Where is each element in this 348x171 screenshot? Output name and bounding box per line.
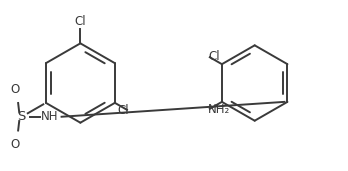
Text: O: O	[10, 138, 20, 151]
Text: Cl: Cl	[74, 15, 86, 28]
Text: Cl: Cl	[117, 104, 129, 117]
Text: NH: NH	[41, 110, 58, 123]
Text: S: S	[17, 110, 26, 123]
Text: NH₂: NH₂	[208, 103, 230, 116]
Text: Cl: Cl	[208, 50, 220, 63]
Text: O: O	[10, 83, 20, 96]
